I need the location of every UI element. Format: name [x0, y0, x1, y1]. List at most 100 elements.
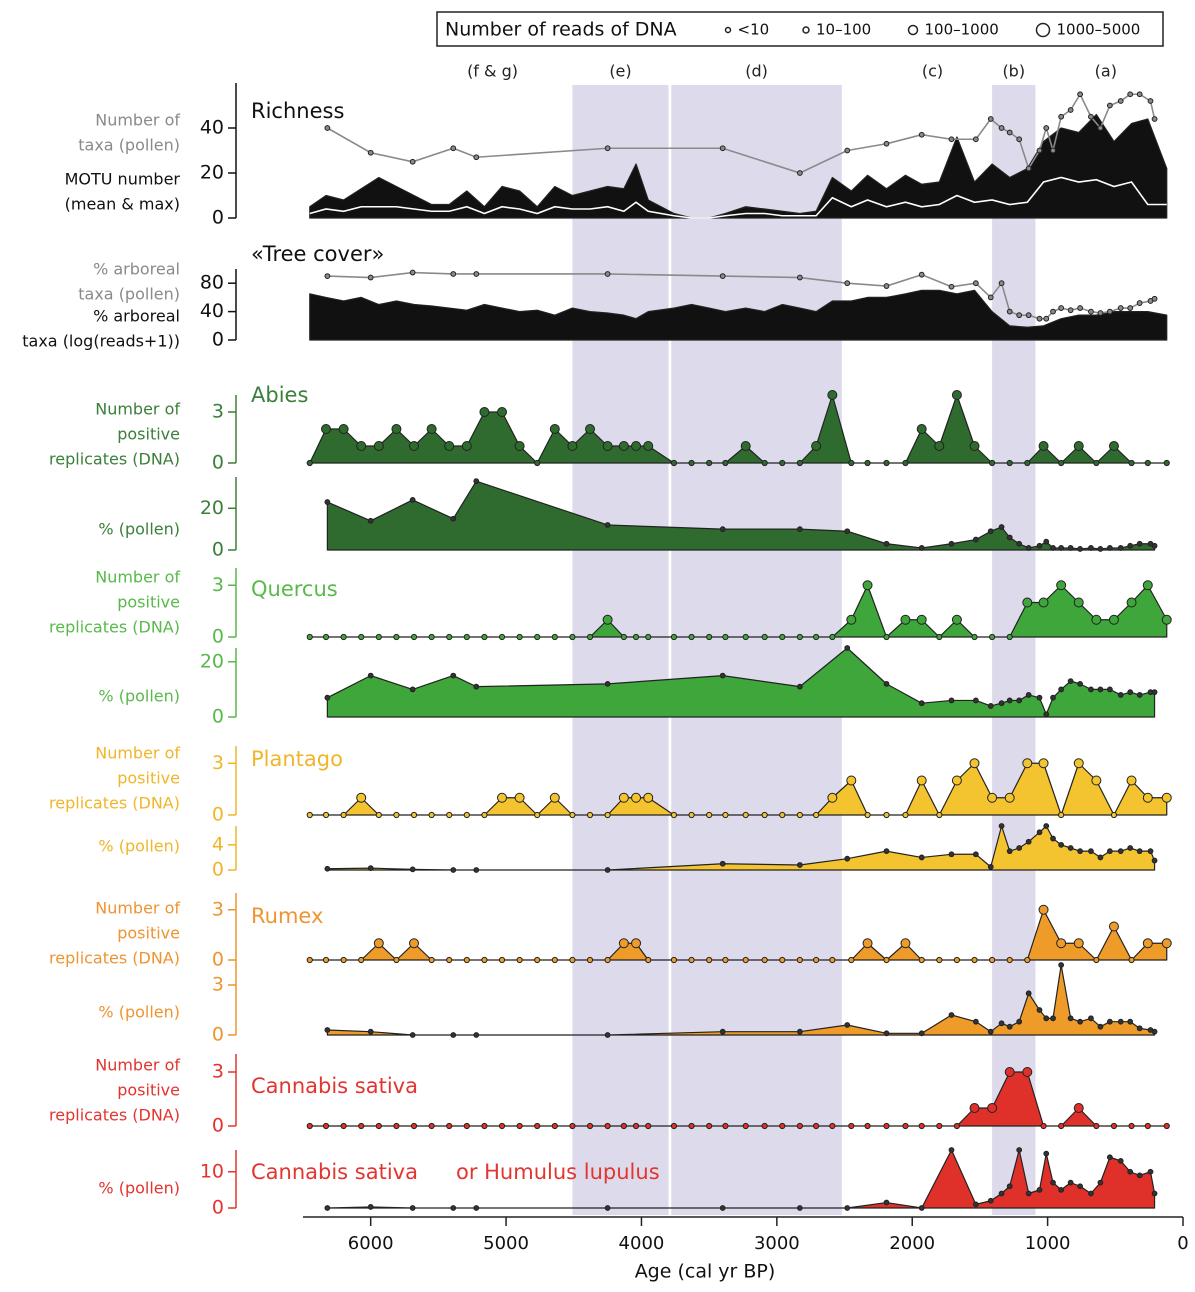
- point: [972, 1018, 979, 1025]
- point: [481, 811, 488, 819]
- point: [1006, 534, 1013, 541]
- point: [1025, 1190, 1032, 1197]
- point: [1110, 811, 1118, 819]
- point: [549, 792, 560, 803]
- point: [473, 1205, 480, 1211]
- point: [1058, 686, 1065, 693]
- point: [534, 956, 541, 964]
- point: [306, 459, 313, 467]
- point: [1127, 1168, 1134, 1175]
- point: [618, 938, 629, 949]
- point: [393, 956, 400, 964]
- y-axis-label: replicates (DNA): [49, 794, 180, 813]
- zone: [572, 85, 669, 1215]
- point: [1016, 1018, 1023, 1025]
- point: [1128, 1122, 1135, 1130]
- point: [779, 633, 786, 641]
- point: [719, 1205, 726, 1211]
- point: [918, 700, 925, 707]
- point: [1036, 694, 1043, 701]
- point: [948, 283, 955, 290]
- point: [1106, 848, 1113, 855]
- point: [1025, 838, 1032, 845]
- y-tick-label: 3: [212, 401, 224, 423]
- point: [409, 441, 420, 451]
- point: [796, 956, 803, 964]
- point: [706, 956, 713, 964]
- point: [1091, 775, 1102, 786]
- line: [309, 176, 1167, 219]
- point: [1147, 1168, 1154, 1175]
- point: [393, 1122, 400, 1130]
- y-tick-label: 0: [212, 452, 224, 474]
- point: [618, 441, 629, 451]
- point: [618, 792, 629, 803]
- point: [761, 459, 768, 467]
- point: [1043, 1150, 1050, 1157]
- point: [604, 522, 611, 528]
- point: [1006, 459, 1013, 467]
- point: [373, 938, 384, 949]
- point: [569, 811, 576, 819]
- point: [722, 459, 729, 467]
- point: [670, 956, 678, 964]
- y-axis-label: positive: [117, 593, 180, 612]
- point: [846, 775, 857, 786]
- point: [367, 1028, 374, 1035]
- point: [306, 633, 313, 641]
- zone-label: (a): [1095, 62, 1117, 81]
- point: [586, 1122, 594, 1130]
- point: [498, 1122, 506, 1130]
- point: [1117, 1018, 1124, 1025]
- point: [450, 271, 457, 277]
- y-tick-label: 0: [212, 329, 224, 351]
- point: [844, 528, 851, 535]
- point: [722, 956, 729, 964]
- point: [324, 125, 331, 131]
- point: [1151, 1190, 1158, 1197]
- y-axis-label: % (pollen): [98, 1179, 180, 1198]
- point: [306, 1122, 313, 1130]
- point: [1106, 1018, 1113, 1025]
- panel-title: Richness: [251, 99, 344, 123]
- y-axis-label: (mean & max): [65, 195, 180, 214]
- point: [1108, 614, 1119, 625]
- point: [1038, 597, 1049, 608]
- x-tick-label: 1000: [1025, 1233, 1071, 1254]
- plot: (e) (d) (b) (f & g) (c) (a) <10 10–100 100–1000 1…: [22, 21, 1188, 1283]
- point: [1006, 308, 1013, 315]
- zone: [992, 85, 1036, 1215]
- y-tick-label: 10: [200, 1160, 224, 1182]
- point: [1050, 545, 1056, 551]
- area: [309, 762, 1168, 816]
- point: [987, 863, 994, 870]
- point: [428, 1122, 435, 1130]
- point: [450, 515, 457, 522]
- point: [719, 526, 726, 533]
- y-tick-label: 0: [212, 626, 224, 648]
- point: [742, 811, 749, 819]
- point: [461, 441, 472, 451]
- point: [1151, 116, 1158, 122]
- point: [463, 956, 470, 964]
- legend-label: 100–1000: [925, 21, 999, 39]
- point: [848, 956, 855, 964]
- point: [829, 633, 836, 641]
- point: [602, 441, 613, 451]
- point: [972, 536, 979, 543]
- x-tick-label: 2000: [889, 1233, 935, 1254]
- point: [1025, 312, 1032, 319]
- point: [829, 1122, 836, 1130]
- point: [585, 424, 596, 434]
- point: [1036, 147, 1043, 154]
- panel-title: Cannabis sativa: [251, 1160, 418, 1184]
- point: [1093, 1122, 1100, 1130]
- point: [936, 956, 943, 964]
- point: [602, 614, 613, 625]
- legend-label: 1000–5000: [1057, 21, 1141, 39]
- point: [844, 1205, 851, 1211]
- point: [1067, 678, 1074, 685]
- point: [1025, 990, 1032, 997]
- point: [645, 956, 652, 964]
- point: [918, 271, 925, 278]
